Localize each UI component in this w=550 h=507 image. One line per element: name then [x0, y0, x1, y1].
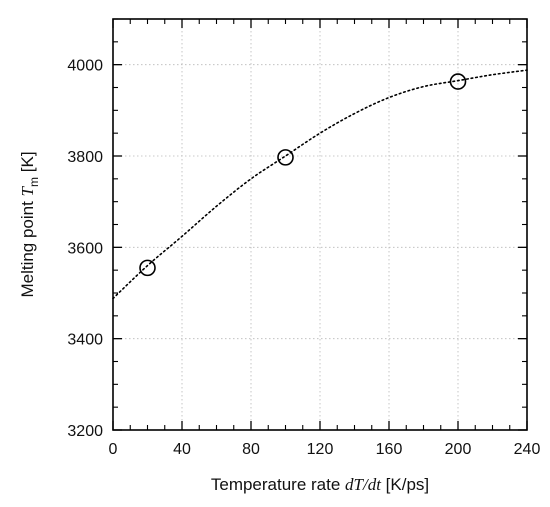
x-tick-label: 240 — [514, 441, 541, 458]
y-tick-label: 3800 — [67, 149, 103, 166]
data-point — [139, 259, 156, 277]
x-tick-label: 200 — [445, 441, 472, 458]
x-axis-label-suffix: [K/ps] — [381, 475, 429, 494]
data-point — [449, 73, 467, 90]
y-tick-label: 3600 — [67, 240, 103, 257]
x-tick-label: 120 — [307, 441, 334, 458]
y-tick-label: 3400 — [67, 332, 103, 349]
x-axis-label: Temperature rate dT/dt [K/ps] — [211, 475, 429, 494]
y-tick-label: 3200 — [67, 423, 103, 440]
y-axis-label-math: T — [18, 185, 37, 196]
fit-curve — [112, 69, 528, 300]
fit-curve-layer — [112, 69, 528, 300]
data-point — [277, 149, 294, 166]
x-tick-labels: 0 40 80 120 160 200 240 — [109, 441, 541, 458]
axis-ticks — [112, 18, 528, 431]
y-tick-labels: 3200 3400 3600 3800 4000 — [67, 58, 103, 440]
x-axis-label-prefix: Temperature rate — [211, 475, 345, 494]
x-axis-label-math: dT/dt — [345, 475, 382, 494]
grid-lines — [113, 19, 527, 430]
x-tick-label: 40 — [173, 441, 191, 458]
x-tick-label: 80 — [242, 441, 260, 458]
y-tick-label: 4000 — [67, 58, 103, 75]
y-axis-label-subscript: m — [27, 177, 41, 187]
x-tick-label: 160 — [376, 441, 403, 458]
y-axis-label-suffix: [K] — [18, 151, 37, 177]
x-tick-label: 0 — [109, 441, 118, 458]
data-points — [139, 73, 467, 277]
y-axis-label: Melting point Tm [K] — [18, 151, 41, 297]
y-axis-label-prefix: Melting point — [18, 196, 37, 297]
